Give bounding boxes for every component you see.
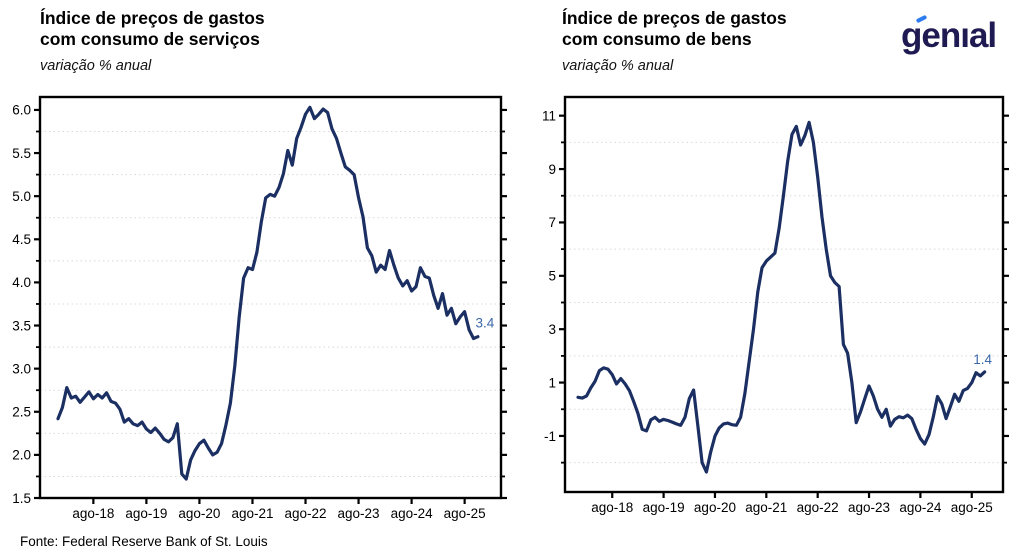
end-value-label: 3.4 xyxy=(476,316,495,331)
genial-logo-text: genıal xyxy=(901,16,997,55)
y-axis-label: 3.5 xyxy=(12,318,31,333)
y-axis-label: 3.0 xyxy=(12,361,31,376)
y-axis-label: 5.0 xyxy=(12,189,31,204)
y-axis-label: 7 xyxy=(548,215,556,230)
series-line xyxy=(56,105,480,481)
end-value-label: 1.4 xyxy=(973,352,992,367)
services-chart-subtitle: variação % anual xyxy=(40,58,152,74)
plot-frame xyxy=(38,95,503,500)
source-note: Fonte: Federal Reserve Bank of St. Louis xyxy=(20,534,268,549)
goods-chart-header: Índice de preços de gastos com consumo d… xyxy=(562,8,787,74)
x-axis-label: ago-18 xyxy=(72,506,114,521)
y-axis-label: 1.5 xyxy=(12,491,31,506)
y-axis-label: 9 xyxy=(548,162,556,177)
x-axis-label: ago-19 xyxy=(125,506,167,521)
y-axis-label: 6.0 xyxy=(12,103,31,118)
x-axis-label: ago-24 xyxy=(899,500,942,515)
goods-plot-svg: -1 1 3 5 7 9 11 ago-18 ago-19 ago-20 ago-21 ago-22 a… xyxy=(542,95,1009,515)
y-axis-label: 3 xyxy=(548,322,556,337)
services-chart-title-line1: Índice de preços de gastos xyxy=(40,8,265,28)
services-chart-header: Índice de preços de gastos com consumo d… xyxy=(40,8,265,74)
plot-frame xyxy=(563,95,1005,494)
y-axis-label: 5.5 xyxy=(12,146,31,161)
x-axis-label: ago-20 xyxy=(694,500,736,515)
y-axis-label: 1 xyxy=(548,375,556,390)
series-line xyxy=(576,120,987,474)
y-axis-label: 4.5 xyxy=(12,232,31,247)
y-axis-label: 2.0 xyxy=(12,448,31,463)
x-axis-label: ago-20 xyxy=(178,506,220,521)
goods-chart-subtitle: variação % anual xyxy=(562,58,674,74)
services-line-chart: 1.5 2.0 2.5 3.0 3.5 4.0 4.5 5.0 5.5 6.0 ago-18 ago-… xyxy=(0,90,512,557)
x-axis-label: ago-23 xyxy=(338,506,380,521)
services-plot-svg: 1.5 2.0 2.5 3.0 3.5 4.0 4.5 5.0 5.5 6.0 ago-18 ago-… xyxy=(12,95,507,521)
y-axis-label: 5 xyxy=(548,269,556,284)
x-axis-label: ago-25 xyxy=(951,500,993,515)
y-axis-label: 11 xyxy=(542,108,556,123)
goods-chart-title-line1: Índice de preços de gastos xyxy=(562,8,787,28)
x-axis-label: ago-24 xyxy=(391,506,434,521)
goods-line-chart: -1 1 3 5 7 9 11 ago-18 ago-19 ago-20 ago-21 ago-22 a… xyxy=(522,90,1024,557)
x-axis-label: ago-19 xyxy=(643,500,685,515)
genial-logo: genıal xyxy=(901,14,1016,62)
x-axis-label: ago-18 xyxy=(591,500,633,515)
y-axis-label: 2.5 xyxy=(12,405,31,420)
services-chart-title-line2: com consumo de serviços xyxy=(40,29,260,49)
x-axis-label: ago-23 xyxy=(848,500,890,515)
x-axis-label: ago-22 xyxy=(797,500,839,515)
x-axis-label: ago-25 xyxy=(444,506,486,521)
goods-chart-title-line2: com consumo de bens xyxy=(562,29,752,49)
y-axis-label: -1 xyxy=(544,429,556,444)
x-axis-label: ago-21 xyxy=(745,500,787,515)
x-axis-label: ago-21 xyxy=(231,506,273,521)
y-axis-label: 4.0 xyxy=(12,275,31,290)
x-axis-label: ago-22 xyxy=(284,506,326,521)
